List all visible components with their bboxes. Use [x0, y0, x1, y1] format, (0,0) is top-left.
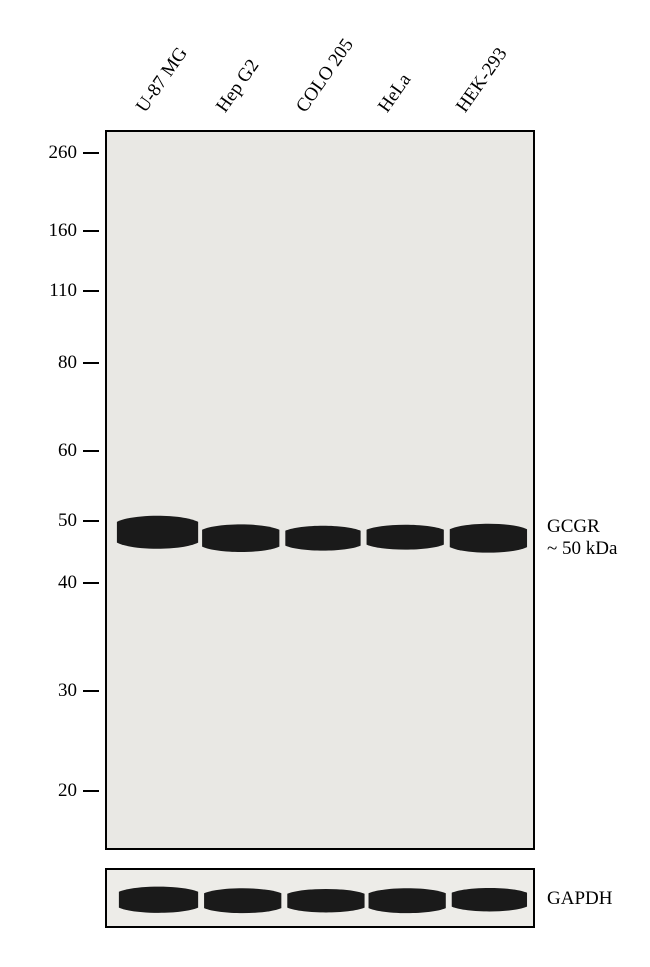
main-blot-bands	[107, 132, 533, 845]
mw-marker-tick	[83, 362, 99, 364]
protein-band	[369, 888, 446, 913]
mw-marker-label: 50	[35, 510, 77, 532]
lane-label: HEK-293	[452, 44, 512, 117]
mw-marker-tick	[83, 230, 99, 232]
protein-band	[119, 887, 198, 913]
mw-marker-label: 110	[35, 280, 77, 302]
western-blot-figure: U-87 MG Hep G2 COLO 205 HeLa HEK-293 260…	[35, 30, 615, 940]
gapdh-blot-panel	[105, 868, 535, 928]
mw-marker-label: 260	[35, 142, 77, 164]
mw-marker-tick	[83, 520, 99, 522]
protein-band	[202, 524, 279, 552]
mw-marker-label: 40	[35, 572, 77, 594]
gapdh-blot-bands	[107, 870, 533, 929]
protein-band	[204, 888, 281, 913]
main-blot-panel	[105, 130, 535, 850]
mw-marker-tick	[83, 290, 99, 292]
lane-label: Hep G2	[212, 56, 264, 117]
mw-marker-tick	[83, 790, 99, 792]
mw-marker-tick	[83, 582, 99, 584]
lane-label: HeLa	[374, 70, 416, 117]
mw-marker-label: 160	[35, 220, 77, 242]
mw-marker-tick	[83, 152, 99, 154]
lane-label: COLO 205	[292, 35, 359, 117]
mw-marker-label: 80	[35, 352, 77, 374]
mw-marker-tick	[83, 690, 99, 692]
protein-band	[285, 526, 360, 551]
mw-marker-label: 20	[35, 780, 77, 802]
protein-band	[117, 516, 198, 549]
loading-control-label: GAPDH	[547, 888, 612, 910]
lane-label: U-87 MG	[132, 43, 193, 117]
protein-band	[452, 888, 527, 912]
target-protein-mw: ~ 50 kDa	[547, 538, 617, 560]
target-protein-label: GCGR ~ 50 kDa	[547, 516, 617, 560]
mw-marker-label: 60	[35, 440, 77, 462]
protein-band	[287, 889, 364, 913]
protein-band	[450, 524, 527, 553]
mw-marker-label: 30	[35, 680, 77, 702]
target-protein-name: GCGR	[547, 516, 617, 538]
mw-marker-tick	[83, 450, 99, 452]
protein-band	[367, 525, 444, 550]
